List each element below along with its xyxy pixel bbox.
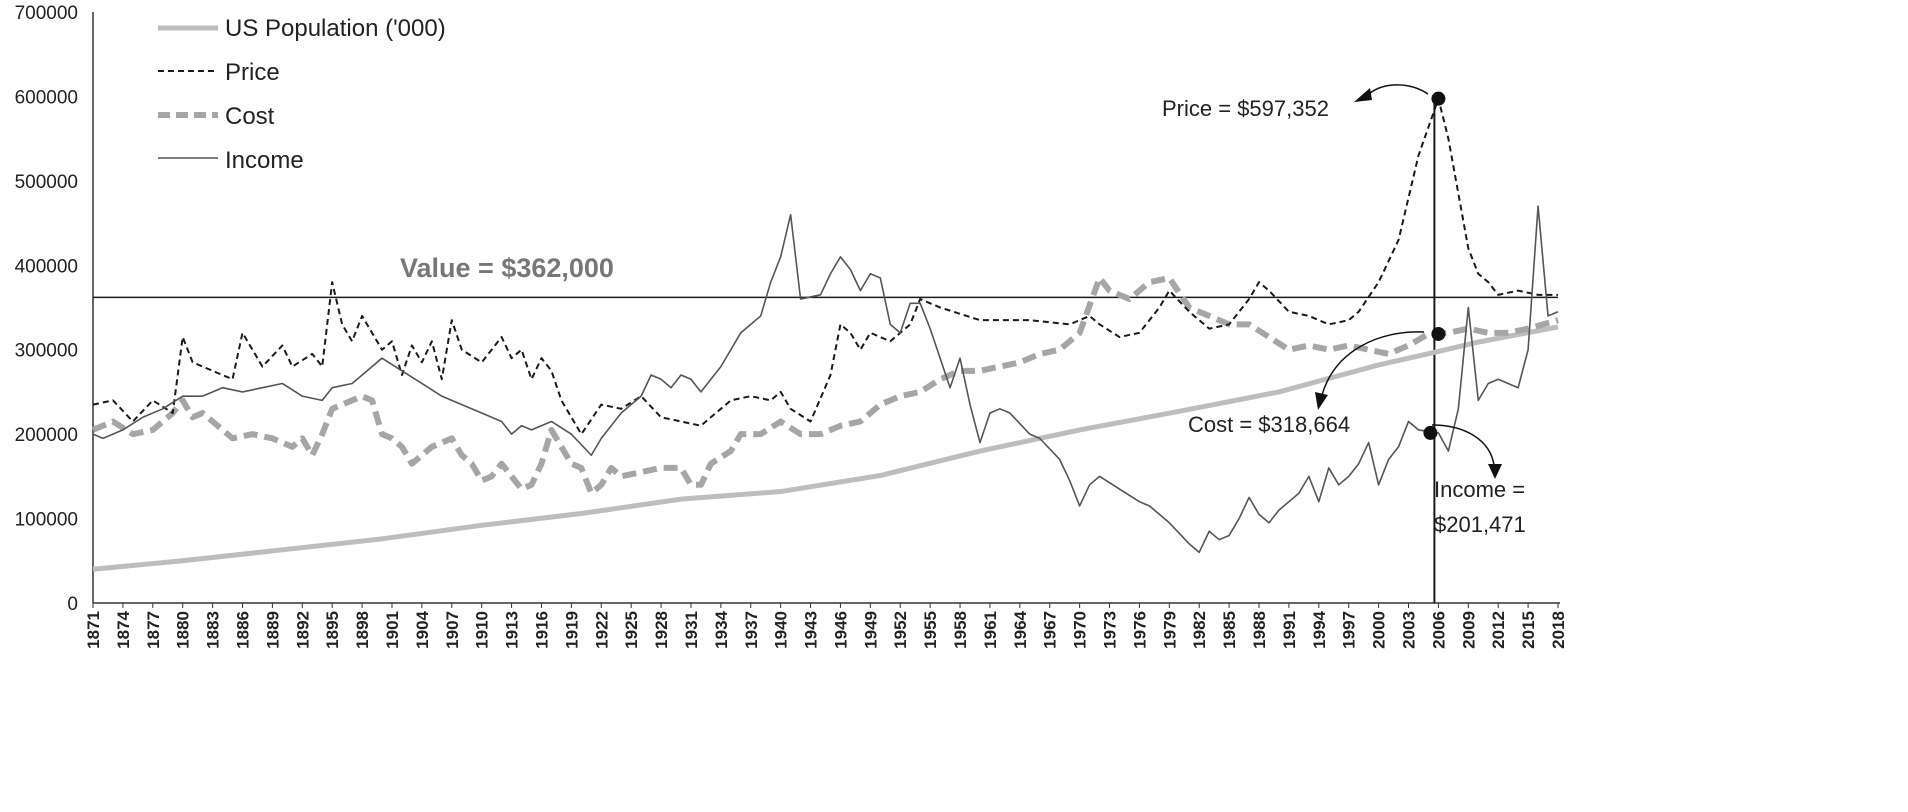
- y-tick-label: 500000: [15, 172, 78, 193]
- legend: US Population ('000) Price Cost Income: [158, 15, 446, 174]
- x-tick-label: 1880: [174, 611, 193, 649]
- series-line-income: [92, 205, 1559, 554]
- series-lines: [91, 97, 1559, 572]
- x-tick-label: 2003: [1400, 611, 1419, 649]
- x-tick-label: 1892: [293, 611, 312, 649]
- x-tick-label: 1877: [144, 611, 163, 649]
- x-tick-label: 2006: [1429, 611, 1448, 649]
- x-tick-label: 1931: [682, 611, 701, 649]
- cost-annotation-arrow: [1321, 331, 1425, 396]
- x-tick-label: 1913: [503, 611, 522, 649]
- x-tick-label: 1988: [1250, 611, 1269, 649]
- x-tick-label: 1967: [1041, 611, 1060, 649]
- income-annotation-label-line1: Income =: [1434, 477, 1525, 502]
- x-tick-label: 2018: [1549, 611, 1568, 649]
- x-tick-label: 1889: [263, 611, 282, 649]
- x-tick-label: 1937: [742, 611, 761, 649]
- series-line-price: [92, 97, 1558, 436]
- x-tick-label: 1961: [981, 611, 1000, 649]
- x-tick-label: 2000: [1370, 611, 1389, 649]
- price-annotation-label: Price = $597,352: [1162, 96, 1329, 121]
- x-tick-label: 1922: [592, 611, 611, 649]
- y-tick-label: 600000: [15, 87, 78, 108]
- x-tick-label: 2009: [1459, 611, 1478, 649]
- price-point-marker: [1431, 91, 1446, 106]
- x-tick-label: 1964: [1011, 610, 1030, 648]
- legend-label-income: Income: [225, 147, 304, 174]
- x-tick-label: 1994: [1310, 610, 1329, 648]
- x-tick-label: 1946: [831, 611, 850, 649]
- x-tick-label: 1925: [622, 611, 641, 649]
- y-tick-label: 0: [67, 594, 78, 615]
- value-label: Value = $362,000: [400, 253, 614, 283]
- x-tick-label: 1979: [1160, 611, 1179, 649]
- x-tick-label: 1955: [921, 611, 940, 649]
- x-tick-label: 1883: [204, 611, 223, 649]
- x-tick-label: 1976: [1130, 611, 1149, 649]
- income-annotation-label-line2: $201,471: [1434, 512, 1526, 537]
- y-tick-label: 700000: [15, 3, 78, 24]
- price-annotation-arrow: [1369, 84, 1429, 95]
- cost-annotation-label: Cost = $318,664: [1188, 412, 1350, 437]
- x-tick-label: 1970: [1071, 611, 1090, 649]
- x-tick-label: 1907: [443, 611, 462, 649]
- y-tick-label: 200000: [15, 425, 78, 446]
- x-tick-label: 1898: [353, 611, 372, 649]
- legend-label-population: US Population ('000): [225, 15, 446, 42]
- x-tick-label: 1904: [413, 610, 432, 648]
- cost-arrowhead: [1315, 392, 1328, 410]
- x-tick-label: 1910: [473, 611, 492, 649]
- x-tick-label: 1940: [772, 611, 791, 649]
- cost-point-marker: [1431, 326, 1446, 341]
- x-tick-label: 2015: [1519, 611, 1538, 649]
- y-tick-label: 400000: [15, 256, 78, 277]
- series-line-us-population-000: [92, 324, 1559, 572]
- x-tick-label: 1943: [802, 611, 821, 649]
- x-tick-label: 1985: [1220, 611, 1239, 649]
- x-tick-label: 1952: [891, 611, 910, 649]
- x-tick-label: 2012: [1489, 611, 1508, 649]
- x-tick-label: 1901: [383, 611, 402, 649]
- x-tick-label: 1871: [84, 611, 103, 649]
- x-tick-label: 1919: [562, 611, 581, 649]
- x-tick-label: 1982: [1190, 611, 1209, 649]
- price-arrowhead: [1354, 88, 1372, 102]
- x-tick-label: 1916: [532, 611, 551, 649]
- legend-label-price: Price: [225, 59, 280, 86]
- x-tick-label: 1934: [712, 610, 731, 648]
- x-tick-label: 1886: [233, 611, 252, 649]
- legend-label-cost: Cost: [225, 103, 275, 130]
- x-tick-label: 1874: [114, 610, 133, 648]
- x-tick-label: 1928: [652, 611, 671, 649]
- x-tick-label: 1973: [1101, 611, 1120, 649]
- x-tick-label: 1991: [1280, 611, 1299, 649]
- x-tick-label: 1949: [861, 611, 880, 649]
- income-annotation-arrow: [1431, 424, 1495, 466]
- x-tick-label: 1958: [951, 611, 970, 649]
- income-point-marker: [1423, 425, 1438, 440]
- y-tick-label: 100000: [15, 510, 78, 531]
- y-tick-labels: 0 100000 200000 300000 400000 500000 600000 700…: [15, 3, 78, 615]
- x-tick-labels: 1871 1874 1877 1880 1883 1886 1889 1892 1895 1898…: [84, 603, 1568, 649]
- y-tick-label: 300000: [15, 341, 78, 362]
- x-tick-label: 1997: [1340, 611, 1359, 649]
- income-arrowhead: [1488, 464, 1502, 479]
- x-tick-label: 1895: [323, 611, 342, 649]
